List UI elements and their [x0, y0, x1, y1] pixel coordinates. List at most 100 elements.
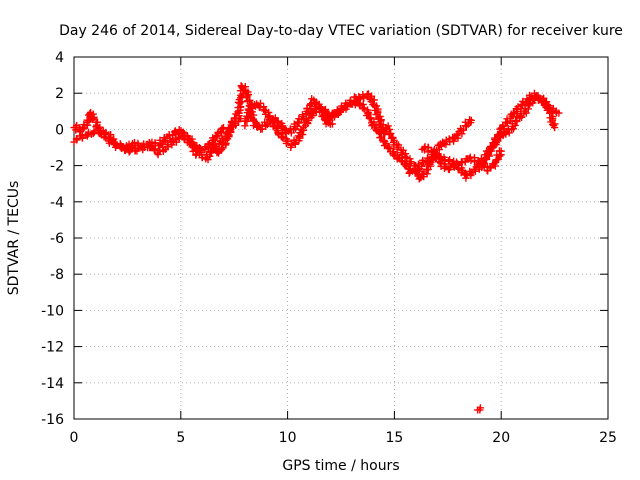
- data-point: [502, 119, 510, 127]
- data-point: [378, 125, 386, 133]
- data-point: [506, 114, 515, 122]
- data-point: [494, 130, 502, 139]
- data-point: [88, 115, 96, 123]
- y-tick-label: 4: [55, 50, 64, 66]
- data-point: [230, 114, 239, 122]
- data-point: [308, 95, 316, 103]
- data-point: [386, 130, 394, 138]
- data-point: [112, 140, 120, 149]
- data-point: [538, 97, 546, 105]
- y-tick-label: -12: [41, 340, 64, 356]
- data-point: [163, 143, 172, 151]
- data-point: [257, 125, 265, 133]
- data-point: [264, 114, 272, 122]
- data-point: [168, 141, 176, 149]
- data-point: [299, 130, 307, 139]
- data-point: [474, 163, 483, 171]
- data-point: [510, 109, 518, 117]
- data-point: [284, 137, 292, 145]
- data-point: [256, 103, 264, 112]
- data-point: [476, 406, 484, 414]
- data-point: [462, 174, 470, 182]
- data-point: [385, 130, 393, 139]
- chart-title: Day 246 of 2014, Sidereal Day-to-day VTE…: [59, 23, 623, 39]
- y-axis-label: SDTVAR / TECUs: [6, 181, 22, 296]
- data-point: [446, 156, 454, 164]
- data-point: [218, 124, 226, 132]
- data-point: [518, 113, 526, 121]
- series-track-h: [480, 89, 563, 168]
- data-point: [433, 150, 442, 158]
- data-point: [445, 165, 453, 174]
- data-layer: [70, 82, 563, 414]
- data-point: [412, 168, 420, 176]
- data-point: [246, 106, 254, 115]
- x-tick-label: 0: [70, 430, 79, 446]
- data-point: [359, 100, 367, 108]
- y-tick-label: -8: [50, 267, 64, 283]
- data-point: [486, 163, 494, 172]
- data-point: [497, 147, 505, 155]
- data-point: [401, 160, 409, 169]
- data-point: [278, 129, 286, 137]
- data-point: [499, 122, 507, 131]
- x-tick-label: 25: [599, 430, 617, 446]
- data-point: [551, 123, 559, 132]
- y-tick-label: 0: [55, 122, 64, 138]
- data-point: [467, 171, 475, 180]
- series-track-f: [382, 116, 475, 183]
- data-point: [384, 143, 392, 151]
- x-tick-label: 5: [176, 430, 185, 446]
- data-point: [467, 116, 475, 124]
- data-point: [522, 109, 530, 117]
- x-tick-label: 10: [279, 430, 297, 446]
- data-point: [89, 114, 97, 122]
- data-point: [522, 98, 530, 106]
- data-point: [73, 136, 81, 144]
- data-point: [306, 101, 314, 109]
- data-point: [374, 109, 382, 117]
- data-point: [320, 106, 328, 114]
- x-tick-label: 15: [385, 430, 403, 446]
- y-tick-label: -10: [41, 303, 64, 319]
- x-tick-label: 20: [492, 430, 510, 446]
- data-point: [450, 137, 458, 145]
- y-tick-label: -14: [41, 376, 64, 392]
- data-point: [90, 128, 98, 137]
- data-point: [440, 153, 448, 161]
- data-point: [180, 135, 188, 143]
- y-tick-label: -2: [50, 159, 64, 175]
- data-point: [367, 115, 375, 123]
- grid-layer: [74, 57, 608, 419]
- data-point: [490, 160, 498, 168]
- x-axis-label: GPS time / hours: [282, 458, 399, 474]
- data-point: [172, 136, 180, 144]
- data-point: [265, 112, 273, 120]
- data-point: [427, 158, 435, 167]
- data-point: [412, 162, 420, 170]
- y-tick-label: -6: [50, 231, 64, 247]
- data-point: [422, 165, 431, 174]
- data-point: [225, 133, 233, 141]
- data-point: [481, 155, 489, 163]
- data-point: [382, 139, 390, 148]
- data-point: [555, 109, 563, 117]
- y-tick-label: 2: [55, 86, 64, 102]
- data-point: [365, 114, 373, 122]
- data-point: [527, 95, 535, 104]
- y-tick-label: -4: [50, 195, 64, 211]
- data-point: [480, 160, 488, 168]
- data-point: [308, 112, 317, 120]
- data-point: [89, 129, 97, 138]
- data-point: [440, 140, 448, 148]
- data-point: [322, 120, 330, 128]
- data-point: [277, 122, 286, 130]
- data-point: [241, 117, 249, 125]
- series-outlier: [474, 404, 484, 414]
- data-point: [453, 131, 461, 140]
- data-point: [363, 90, 371, 98]
- data-point: [407, 158, 415, 166]
- data-point: [154, 150, 162, 159]
